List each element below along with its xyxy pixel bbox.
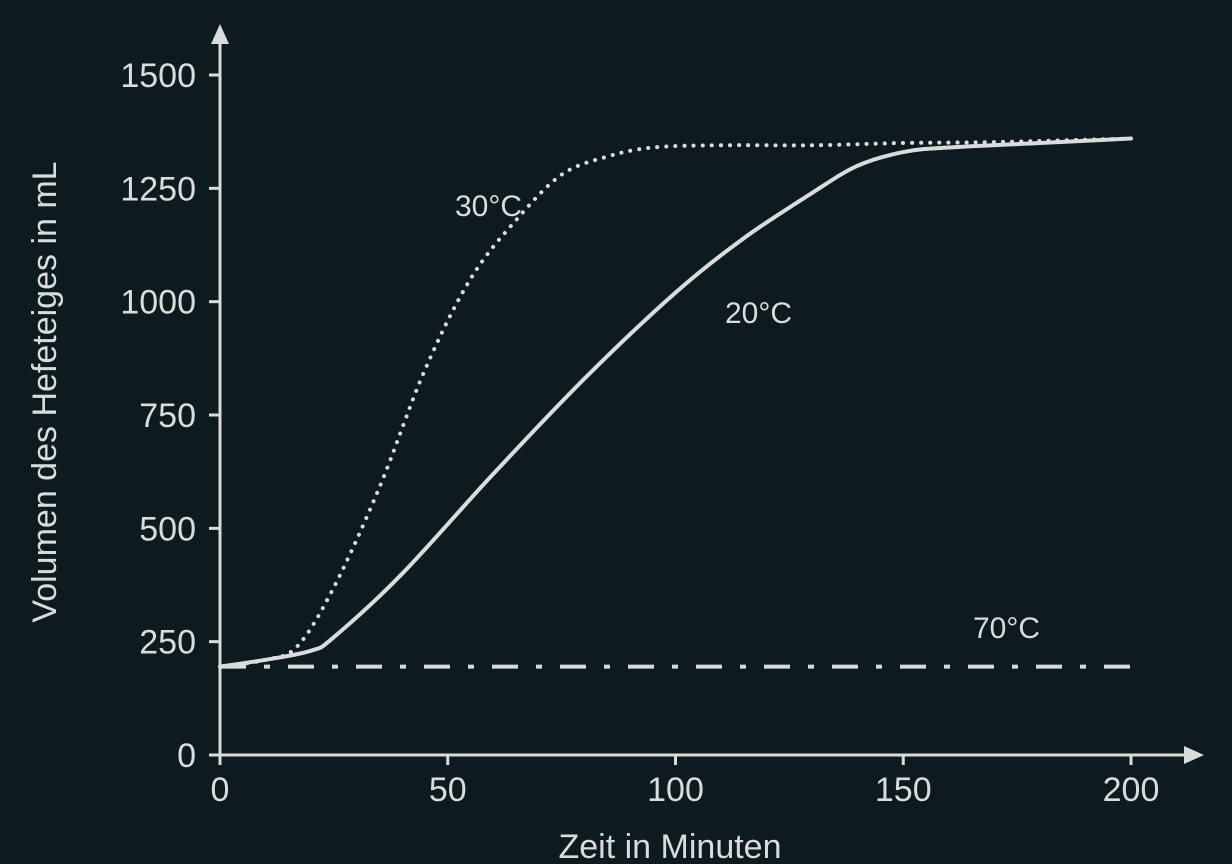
y-tick-label: 0 [177, 737, 196, 775]
y-axis-arrow [211, 24, 229, 44]
series-group [218, 136, 1133, 669]
labels: Zeit in Minuten Volumen des Hefeteiges i… [26, 161, 1040, 864]
series-line-solid [218, 136, 1133, 669]
x-tick-label: 100 [647, 771, 704, 809]
x-tick-label: 150 [875, 771, 932, 809]
x-tick-label: 0 [211, 771, 230, 809]
x-tick-label: 50 [429, 771, 467, 809]
series-label-30c: 30°C [455, 190, 522, 223]
y-tick-label: 1500 [120, 57, 196, 95]
y-tick-label: 1250 [120, 170, 196, 208]
x-axis-arrow [1184, 746, 1204, 764]
y-tick-label: 750 [139, 397, 196, 435]
x-axis-title: Zeit in Minuten [559, 828, 782, 864]
series-line-dotted [218, 136, 1133, 669]
series-label-20c: 20°C [725, 297, 792, 330]
y-tick-label: 250 [139, 624, 196, 662]
series-label-70c: 70°C [973, 612, 1040, 645]
y-tick-label: 1000 [120, 284, 196, 322]
y-axis-title: Volumen des Hefeteiges in mL [26, 161, 64, 622]
ticks: 0 50 100 150 200 0 250 500 750 1000 1250 1500 [120, 57, 1159, 809]
x-tick-label: 200 [1103, 771, 1160, 809]
y-tick-label: 500 [139, 510, 196, 548]
axes [211, 24, 1204, 764]
